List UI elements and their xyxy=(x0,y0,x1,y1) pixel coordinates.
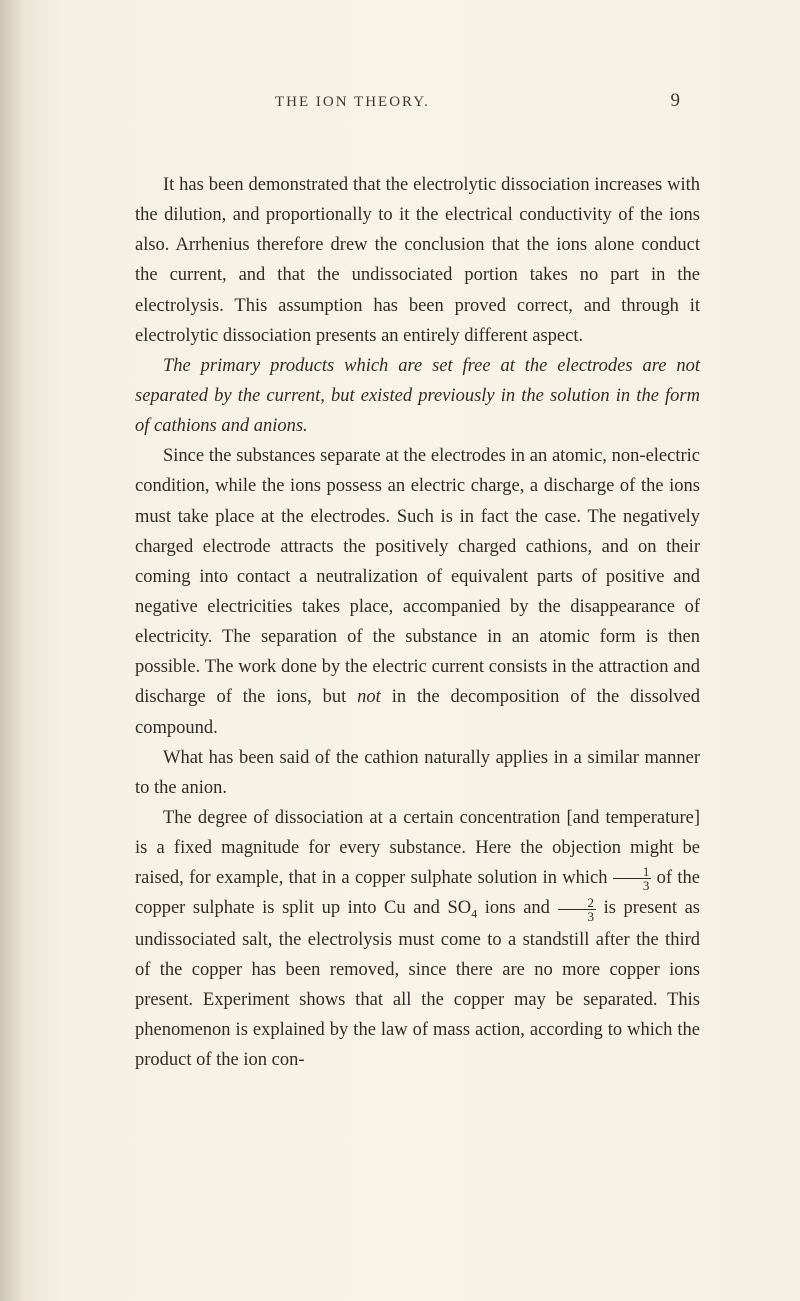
page-edge-shadow xyxy=(0,0,25,1301)
p5-text-c: ions and xyxy=(477,898,557,918)
paragraph-2-italic: The primary products which are set free … xyxy=(135,351,700,441)
p3-text-a: Since the substances separate at the ele… xyxy=(135,446,700,707)
paragraph-1: It has been demonstrated that the electr… xyxy=(135,170,700,351)
frac2-den: 3 xyxy=(558,910,597,923)
p2-italic-text: The primary products which are set free … xyxy=(135,356,700,436)
frac1-num: 1 xyxy=(613,865,652,879)
body-text: It has been demonstrated that the electr… xyxy=(135,170,700,1075)
fraction-two-thirds: 23 xyxy=(558,896,597,923)
fraction-one-third: 13 xyxy=(613,865,652,892)
p5-text-d: is present as undissociated salt, the el… xyxy=(135,898,700,1070)
document-page: THE ION THEORY. 9 It has been demonstrat… xyxy=(0,0,800,1301)
page-header: THE ION THEORY. 9 xyxy=(135,90,700,112)
p3-italic: not xyxy=(357,687,381,707)
p1-text: It has been demonstrated that the electr… xyxy=(135,175,700,346)
frac2-num: 2 xyxy=(558,896,597,910)
paragraph-3: Since the substances separate at the ele… xyxy=(135,441,700,742)
paragraph-5: The degree of dissociation at a certain … xyxy=(135,803,700,1075)
p4-text: What has been said of the cathion natura… xyxy=(135,748,700,798)
running-title: THE ION THEORY. xyxy=(275,94,430,111)
paragraph-4: What has been said of the cathion natura… xyxy=(135,743,700,803)
page-number: 9 xyxy=(671,90,681,112)
frac1-den: 3 xyxy=(613,879,652,892)
